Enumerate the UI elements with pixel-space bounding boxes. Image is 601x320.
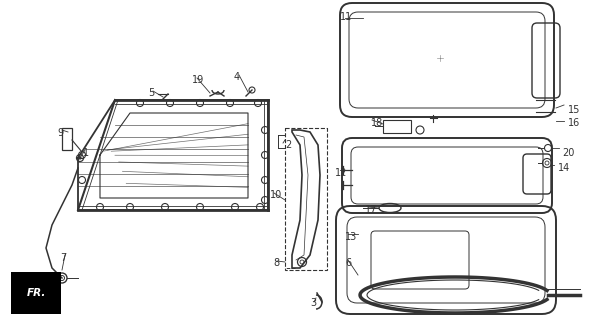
Text: 14: 14 [558,163,570,173]
Text: 19: 19 [192,75,204,85]
Circle shape [231,204,239,211]
Text: FR.: FR. [26,288,46,298]
Text: 2: 2 [285,140,291,150]
Circle shape [197,100,204,107]
Text: 9: 9 [57,128,63,138]
Circle shape [261,177,269,183]
Text: 3: 3 [310,298,316,308]
Circle shape [97,204,103,211]
Text: 1: 1 [83,148,89,158]
Circle shape [257,204,263,211]
Text: 5: 5 [148,88,154,98]
Text: 10: 10 [270,190,282,200]
Circle shape [254,100,261,107]
Text: 16: 16 [568,118,580,128]
Circle shape [227,100,234,107]
Bar [62,128,72,150]
Bar [383,120,411,133]
Circle shape [166,100,174,107]
Circle shape [79,157,81,159]
Text: 4: 4 [234,72,240,82]
Text: 17: 17 [365,205,377,215]
Circle shape [261,126,269,133]
Text: 13: 13 [345,232,357,242]
Circle shape [197,204,204,211]
Circle shape [261,151,269,158]
Circle shape [79,177,85,183]
Text: 7: 7 [60,253,66,263]
Text: 20: 20 [562,148,575,158]
Text: 6: 6 [345,258,351,268]
Circle shape [162,204,168,211]
Text: 11: 11 [340,12,352,22]
Text: 8: 8 [273,258,279,268]
Circle shape [136,100,144,107]
Circle shape [79,151,85,158]
Text: 18: 18 [371,118,383,128]
Text: 15: 15 [568,105,581,115]
Text: 12: 12 [335,168,347,178]
Circle shape [261,196,269,204]
Circle shape [126,204,133,211]
